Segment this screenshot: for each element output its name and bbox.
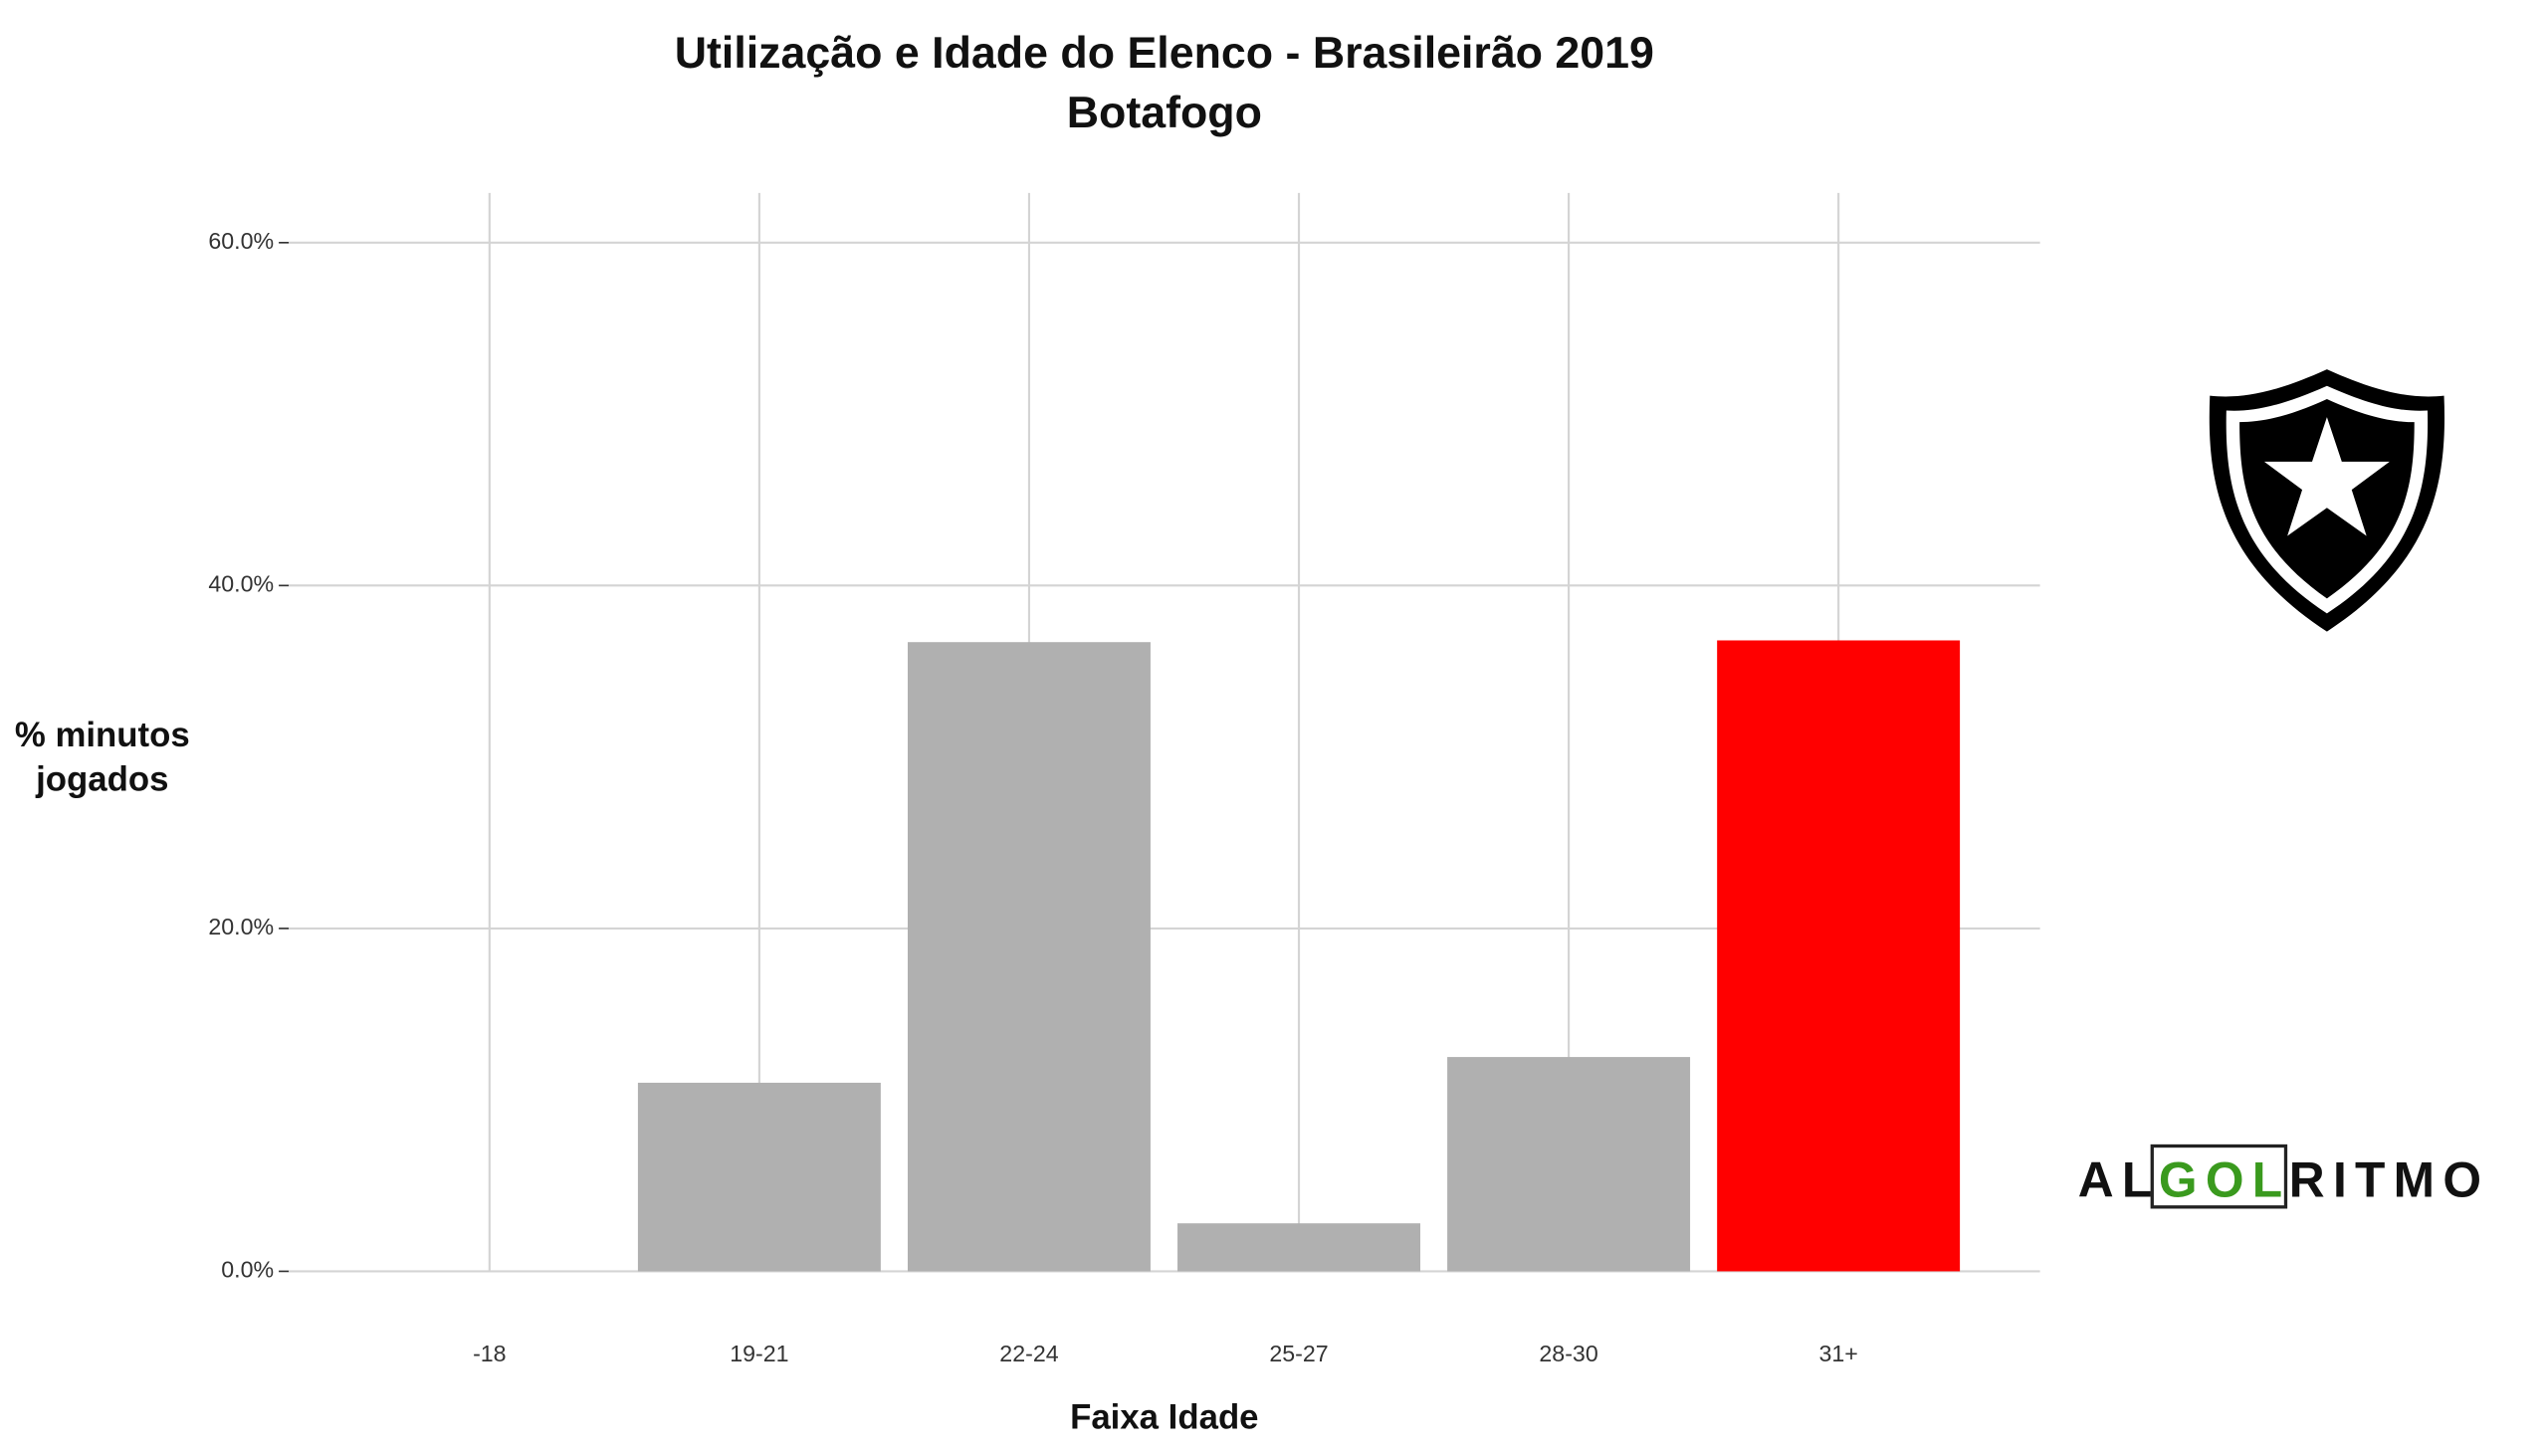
x-tick-label: 28-30 [1539,1341,1597,1366]
bar [1447,1057,1691,1272]
y-tick-label: 60.0% [208,228,274,254]
logo-text: AL [2078,1152,2161,1208]
y-tick-label: 0.0% [221,1257,274,1283]
y-axis-title: jogados [35,761,168,799]
x-axis-title: Faixa Idade [1070,1399,1258,1437]
logo-text: GOL [2159,1152,2291,1208]
y-tick-label: 40.0% [208,570,274,596]
chart-title: Utilização e Idade do Elenco - Brasileir… [675,29,1654,78]
y-axis-title: % minutos [15,717,190,754]
bar [1177,1223,1420,1272]
logo-box [2150,1144,2288,1209]
brand-logo: AL GOL RITMO [2078,1144,2490,1209]
y-tick-label: 20.0% [208,914,274,939]
x-tick-label: 31+ [1818,1341,1857,1366]
bar [1717,640,1961,1272]
x-tick-label: 25-27 [1269,1341,1328,1366]
x-tick-label: 22-24 [999,1341,1058,1366]
bar [637,1082,881,1272]
x-tick-label: 19-21 [730,1341,788,1366]
logo-text: RITMO [2289,1152,2490,1208]
chart-subtitle: Botafogo [1067,89,1262,137]
club-crest [2209,369,2445,632]
x-tick-label: -18 [473,1341,507,1366]
bar [907,642,1151,1272]
